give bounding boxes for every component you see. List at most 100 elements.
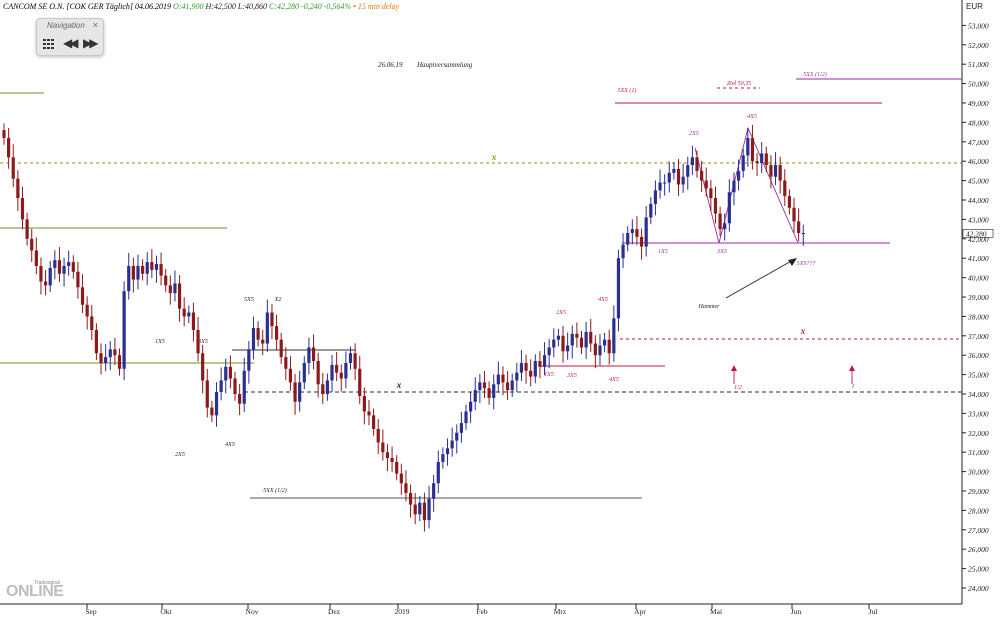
y-tick-label: 47,000 [968,138,989,147]
candle-body [261,339,265,344]
candle-body [34,250,38,266]
candle-body [432,483,436,499]
rewind-icon[interactable]: ◀◀ [63,36,79,50]
y-tick-label: 48,000 [968,118,989,127]
candle-body [533,361,537,377]
open-value: O:41,900 [173,2,204,11]
candle-body [482,382,487,389]
low-value: L:40,860 [237,2,268,11]
chart-annotation: 5XX (1) [618,87,637,94]
candle-body [302,362,306,383]
candle-body [616,258,621,319]
navigation-panel[interactable]: Navigation × ◀◀ ▶▶ [36,18,104,56]
bar-date: 04.06.2019 [135,2,172,11]
candle-body [547,347,551,356]
y-tick-label: 37,000 [967,332,989,341]
candle-body [542,355,547,367]
candle-body [358,368,362,396]
candle-body [316,361,320,385]
candle-body [251,328,256,350]
chart-annotation: 5XX (1/2) [263,487,287,494]
candle-body [90,316,94,330]
candle-body [741,155,745,171]
candle-body [233,378,237,394]
chart-annotation: 3X5 [566,373,577,379]
y-tick-label: 38,000 [967,312,989,321]
candle-body [469,401,473,412]
candle-body [589,331,593,344]
candle-body [649,203,653,218]
candle-body [76,271,80,288]
event-date: 26.06.19 [378,61,403,69]
candle-body [598,345,602,356]
candle-body [191,312,196,330]
y-tick-label: 25,000 [968,565,989,574]
candle-body [238,394,242,404]
candle-body [709,188,713,199]
candle-body [159,264,163,276]
candle-body [367,411,371,416]
candle-body [773,165,778,177]
y-tick-label: 50,000 [968,80,989,89]
y-tick-label: 44,000 [968,196,989,205]
candle-body [20,198,25,220]
y-tick-label: 51,000 [968,60,989,69]
candle-body [681,176,685,185]
y-tick-label: 36,000 [967,351,989,360]
candle-body [575,333,579,338]
candle-body [214,392,219,416]
candle-body [164,275,168,286]
candle-body [418,502,422,515]
close-change-value: C:42,280 -0,240 -0,564% [269,2,352,11]
chart-annotation: 5XX (1/2) [803,71,827,78]
candle-body [787,196,791,208]
candle-body [196,329,200,354]
chart-annotation: 2X5 [689,131,699,137]
candle-body [408,492,413,505]
candle-body [561,335,565,352]
candle-body [501,374,505,383]
candle-body [30,238,34,251]
candle-body [445,448,450,455]
candle-body [603,339,607,346]
candle-body [672,168,676,173]
chart-annotation: 2X5 [175,452,185,458]
candle-body [801,232,805,234]
candle-body [270,312,274,327]
event-label: Hauptversammlung [416,61,473,69]
candle-body [686,165,690,177]
candle-body [205,380,209,408]
close-icon[interactable]: × [92,20,98,30]
last-price-label: 42,280 [966,229,987,238]
candle-body [630,229,634,233]
navigation-title: Navigation [47,21,85,30]
arrow-head [849,365,855,371]
last-price-box [962,229,994,238]
candle-body [224,366,228,381]
candle-body [713,198,718,214]
candle-body [48,267,52,286]
chart-annotation: 1/2 [734,385,742,391]
candle-body [298,382,302,402]
candle-body [39,265,43,282]
forward-icon[interactable]: ▶▶ [83,36,99,50]
y-tick-label: 28,000 [968,506,989,515]
candle-body [552,339,556,348]
chart-annotation: 1X5 [544,372,554,378]
candle-body [792,207,796,222]
candle-body [344,362,348,379]
y-tick-label: 30,000 [967,468,989,477]
x-tick-label: Okt [160,607,172,616]
candle-body [760,153,764,164]
chart-annotation: 3X5 [197,339,208,345]
candle-body [288,368,293,383]
grid-icon[interactable] [43,39,55,49]
candle-body [455,432,459,441]
candle-body [372,415,376,429]
candle-body [113,349,117,356]
candle-body [556,335,560,340]
candle-body [2,130,6,138]
candle-body [621,244,625,259]
instrument-name: CANCOM SE O.N. [COK GER Täglich] [3,2,134,11]
